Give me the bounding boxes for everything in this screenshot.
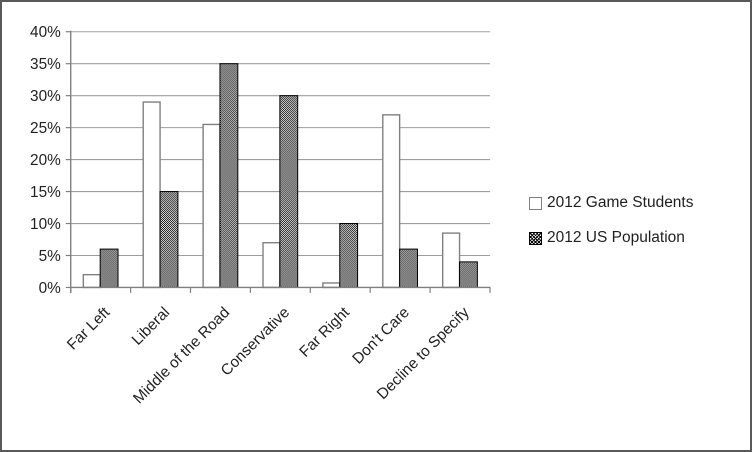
bar-game-students-7: [441, 232, 461, 289]
bar-game-students-2: [142, 101, 161, 289]
x-axis-category-label: Liberal: [129, 304, 174, 349]
legend-swatch-us-population: [529, 231, 542, 245]
bar-us-population-6: [399, 248, 418, 288]
bar-game-students-3: [202, 123, 221, 289]
x-axis-category-label: Don't Care: [349, 304, 413, 368]
bar-us-population-7: [459, 261, 478, 288]
y-axis-label: 0%: [39, 280, 62, 297]
bar-us-population-4: [279, 95, 299, 288]
bar-us-population-2: [159, 191, 179, 288]
y-axis-label: 5%: [39, 248, 62, 265]
bar-game-students-6: [382, 114, 401, 289]
y-axis-label: 20%: [30, 152, 61, 169]
y-axis-label: 35%: [30, 56, 61, 73]
x-axis-category-label: Far Left: [64, 304, 114, 354]
bar-game-students-4: [262, 242, 281, 289]
legend: 2012 Game Students 2012 US Population: [529, 194, 694, 247]
y-axis-label: 40%: [30, 24, 61, 41]
bar-us-population-5: [339, 223, 359, 288]
y-axis-label: 10%: [30, 216, 61, 233]
legend-item-game-students: 2012 Game Students: [529, 194, 694, 212]
legend-swatch-game-students: [529, 196, 542, 210]
bar-us-population-1: [99, 248, 119, 288]
legend-label-game-students: 2012 Game Students: [547, 194, 694, 211]
x-axis-category-label: Far Right: [296, 304, 353, 361]
legend-label-us-population: 2012 US Population: [547, 229, 685, 246]
bar-us-population-3: [219, 63, 239, 288]
legend-item-us-population: 2012 US Population: [529, 229, 694, 247]
y-axis-label: 25%: [30, 120, 61, 137]
y-axis-label: 15%: [30, 184, 61, 201]
y-axis-label: 30%: [30, 88, 61, 105]
bar-game-students-1: [82, 273, 101, 289]
